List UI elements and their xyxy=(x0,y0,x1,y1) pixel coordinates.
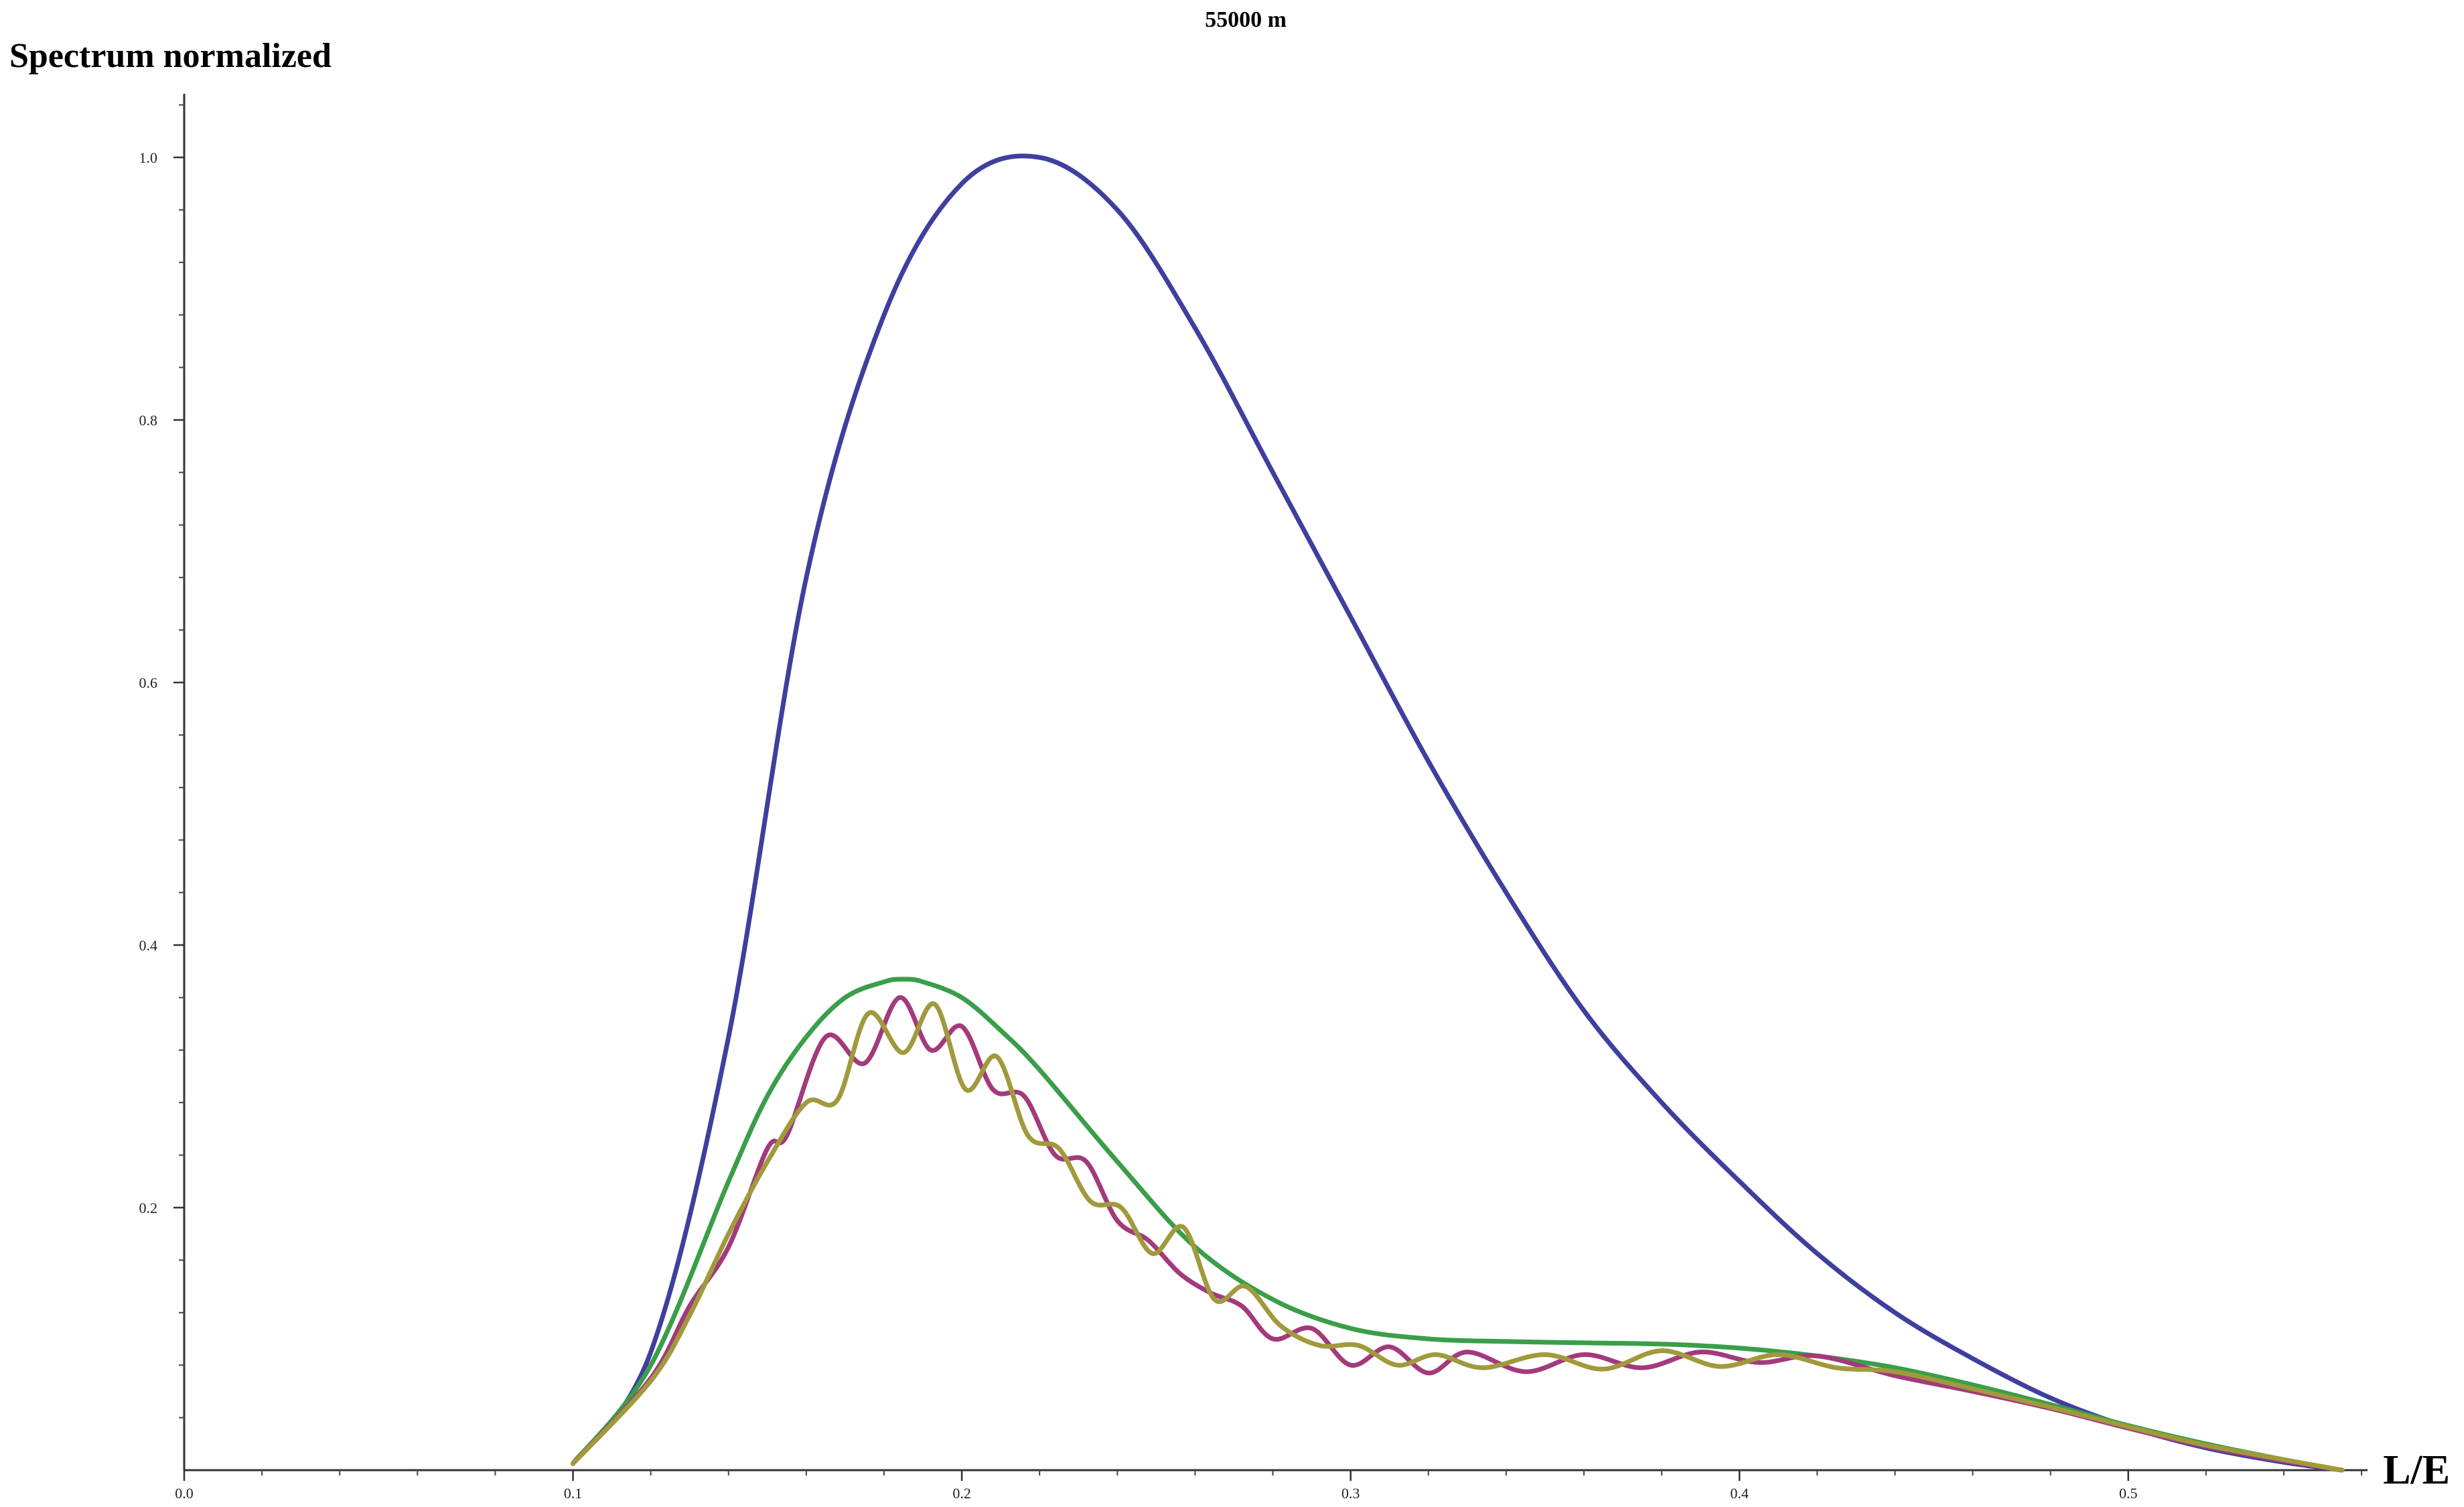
y-tick-label: 1.0 xyxy=(139,149,158,166)
series-line-4 xyxy=(571,1001,2345,1473)
x-tick-label: 0.5 xyxy=(2119,1485,2138,1502)
y-tick-label: 0.6 xyxy=(139,674,158,691)
x-tick-label: 0.1 xyxy=(564,1485,583,1502)
x-axis-label: L/E xyxy=(2383,1447,2450,1493)
series-line-2 xyxy=(571,977,2345,1473)
axis-ticks: 0.0 0.1 0.2 0.3 0.4 0.5 0.2 0.4 0.6 0.8 1.0 xyxy=(139,104,2363,1502)
x-tick-label: 0.3 xyxy=(1342,1485,1360,1502)
y-tick-label: 0.2 xyxy=(139,1200,158,1216)
chart-title: 55000 m xyxy=(1205,7,1287,32)
x-tick-label: 0.4 xyxy=(1730,1485,1749,1502)
x-tick-label: 0.0 xyxy=(175,1485,194,1502)
y-axis-label: Spectrum normalized xyxy=(9,37,332,75)
y-tick-label: 0.4 xyxy=(139,937,158,954)
y-tick-label: 0.8 xyxy=(139,412,158,429)
series-layer xyxy=(571,153,2345,1473)
series-line-1 xyxy=(571,153,2345,1473)
x-tick-label: 0.2 xyxy=(952,1485,971,1502)
series-line-3 xyxy=(571,995,2345,1473)
